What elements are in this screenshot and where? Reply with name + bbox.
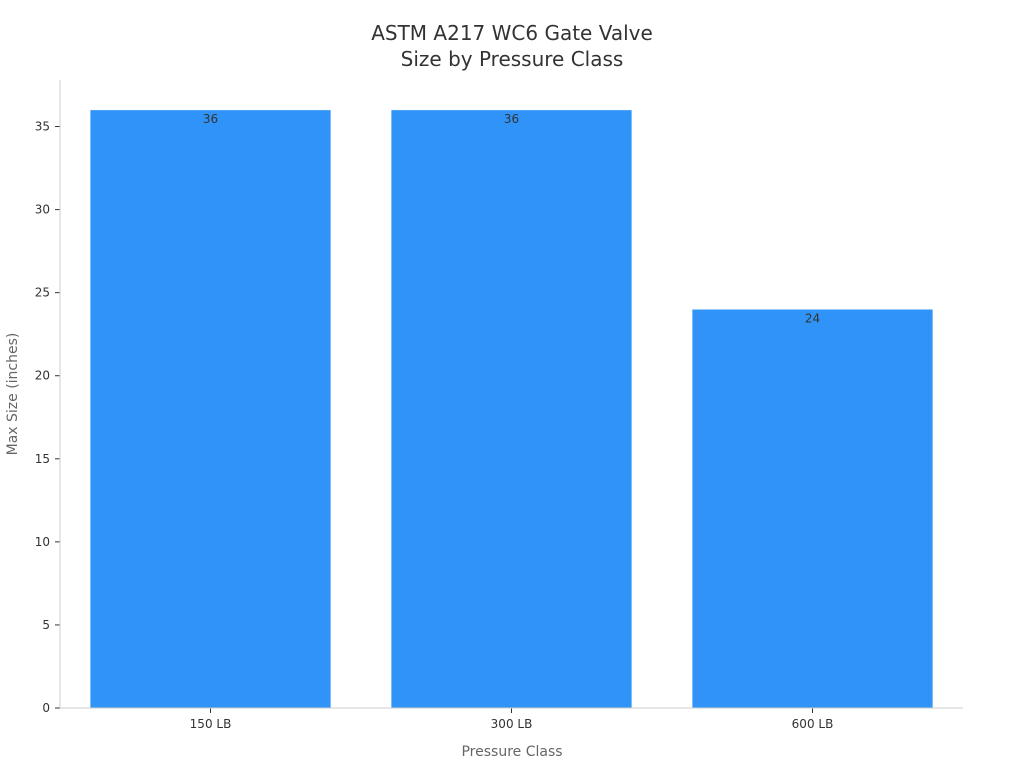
plot-area: 0 5 10 15 20 25 30 35 36 150 LB 36 300 LB 24 600 LB: [35, 109, 934, 731]
x-tick-label: 600 LB: [792, 717, 834, 731]
chart-title-line-1: ASTM A217 WC6 Gate Valve: [371, 21, 653, 45]
x-tick-label: 300 LB: [491, 717, 533, 731]
bar: [89, 109, 332, 709]
y-tick-label: 30: [35, 203, 50, 217]
bar-value-label: 24: [805, 311, 820, 325]
y-tick-label: 10: [35, 535, 50, 549]
bar: [691, 309, 934, 709]
x-axis-label: Pressure Class: [461, 744, 562, 760]
y-tick-label: 5: [42, 618, 50, 632]
y-tick-label: 35: [35, 120, 50, 134]
y-tick-label: 15: [35, 452, 50, 466]
bar-value-label: 36: [203, 112, 218, 126]
y-tick-label: 25: [35, 286, 50, 300]
bar: [390, 109, 633, 709]
chart-title-line-2: Size by Pressure Class: [401, 47, 624, 71]
y-tick-label: 0: [42, 701, 50, 715]
y-axis-label: Max Size (inches): [5, 333, 21, 456]
x-tick-label: 150 LB: [190, 717, 232, 731]
y-tick-label: 20: [35, 369, 50, 383]
bar-value-label: 36: [504, 112, 519, 126]
